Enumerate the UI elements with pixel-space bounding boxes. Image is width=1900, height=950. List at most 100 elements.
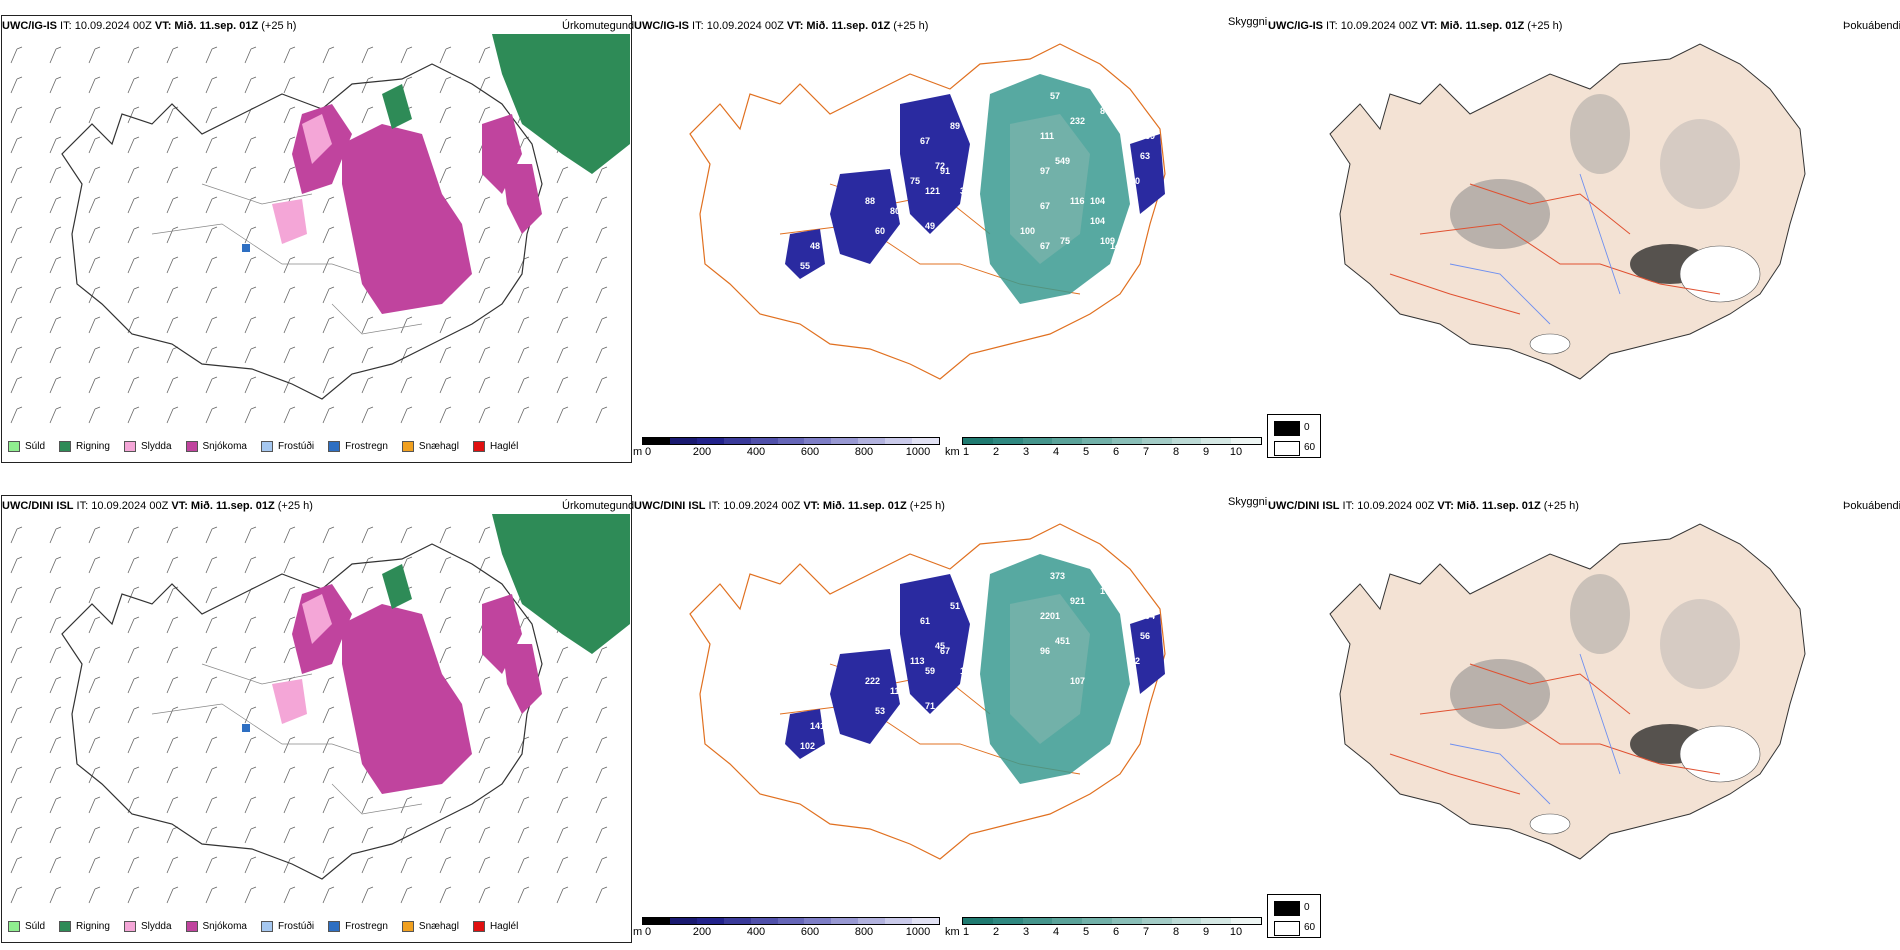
wind-barb [88,316,101,334]
wind-barb [49,886,62,904]
wind-barb [595,886,608,904]
wind-barb [88,856,101,874]
wind-barb [166,886,179,904]
wind-barb [49,106,62,124]
wind-barb [322,856,335,874]
ceiling-value-label: 61 [920,616,930,626]
visibility-tick-label: 4 [1052,926,1060,938]
wind-barb [322,706,335,724]
precip-legend-item: Snjókoma [185,441,247,452]
wind-barb [322,526,335,544]
wind-barb [361,556,374,574]
visibility-colorbar [962,917,1262,925]
ceiling-value-label: 97 [1040,166,1050,176]
wind-barb [49,226,62,244]
fog-index-legend: 0 60 [1267,414,1321,458]
ceiling-value-label: 67 [1040,241,1050,251]
wind-barb [166,736,179,754]
visibility-tick-label: 8 [1172,446,1180,458]
legend-swatch [59,441,72,452]
wind-barb [595,286,608,304]
wind-barb [244,316,257,334]
precip-type-map [10,34,630,424]
wind-barb [595,316,608,334]
visibility-value-label: 111 [1040,131,1054,141]
wind-barb [361,586,374,604]
precip-legend-item: Frostregn [328,921,388,932]
wind-barb [49,856,62,874]
wind-barb [361,856,374,874]
wind-barb [595,256,608,274]
wind-barb [478,526,491,544]
wind-barb [556,406,569,424]
visibility-tick-label: 7 [1142,446,1150,458]
ceiling-value-label: 48 [810,241,820,251]
legend-swatch [328,921,341,932]
wind-barb [244,646,257,664]
wind-barb [439,616,452,634]
precip-type-legend: Súld Rigning Slydda Snjókoma Frostúði Frostre… [8,441,518,452]
visibility-tick-label: 5 [1082,926,1090,938]
visibility-value-label: 232 [1070,116,1085,126]
ceiling-value-label: 75 [910,176,920,186]
wind-barb [244,166,257,184]
wind-barb [439,826,452,844]
fog-panel-field-name: Þokuábendi [1843,20,1900,32]
wind-barb [166,46,179,64]
ceiling-value-label: 45 [935,641,945,651]
wind-barb [556,886,569,904]
wind-barb [322,886,335,904]
ceiling-value-label: 100 [940,236,955,246]
wind-barb [595,736,608,754]
wind-barb [517,766,530,784]
wind-barb [244,616,257,634]
wind-barb [517,406,530,424]
wind-barb [595,376,608,394]
wind-barb [322,196,335,214]
wind-barb [322,346,335,364]
visibility-tick-label: 3 [1022,446,1030,458]
precip-legend-item: Snæhagl [401,441,459,452]
visibility-value-label: 80 [1100,106,1110,116]
wind-barb [10,526,23,544]
legend-label: Frostúði [277,441,315,452]
wind-barb [88,616,101,634]
visibility-tick-label: 2 [992,926,1000,938]
wind-barb [166,346,179,364]
legend-label: Snæhagl [418,441,459,452]
wind-barb [478,736,491,754]
fog-land [1329,43,1806,380]
wind-barb [49,766,62,784]
wind-barb [205,826,218,844]
ceiling-value-label: 102 [800,741,815,751]
wind-barb [478,226,491,244]
wind-barb [361,406,374,424]
legend-label: Haglél [489,921,519,932]
visibility-value-label: 57 [1050,91,1060,101]
ceiling-value-label: 60 [875,226,885,236]
wind-barb [556,346,569,364]
ceiling-tick-label: 200 [692,446,712,458]
wind-barb [478,826,491,844]
wind-barb [439,76,452,94]
wind-barb [127,376,140,394]
wind-barb [439,136,452,154]
visibility-panel-title: UWC/DINI ISL IT: 10.09.2024 00Z VT: Mið.… [634,500,945,512]
legend-swatch [59,921,72,932]
wind-barb [127,526,140,544]
wind-barb [10,706,23,724]
wind-barb [49,406,62,424]
ceiling-value-label: 39 [1145,131,1155,141]
visibility-tick-label: 6 [1112,926,1120,938]
wind-barb [400,406,413,424]
wind-barb [88,886,101,904]
wind-barb [127,706,140,724]
ceiling-colorbar [642,917,940,925]
wind-barb [205,346,218,364]
wind-barb [10,46,23,64]
ceiling-value-label: 142 [1110,241,1125,251]
wind-barb [244,376,257,394]
wind-barb [244,706,257,724]
wind-barb [205,616,218,634]
ceiling-value-label: 72 [935,161,945,171]
